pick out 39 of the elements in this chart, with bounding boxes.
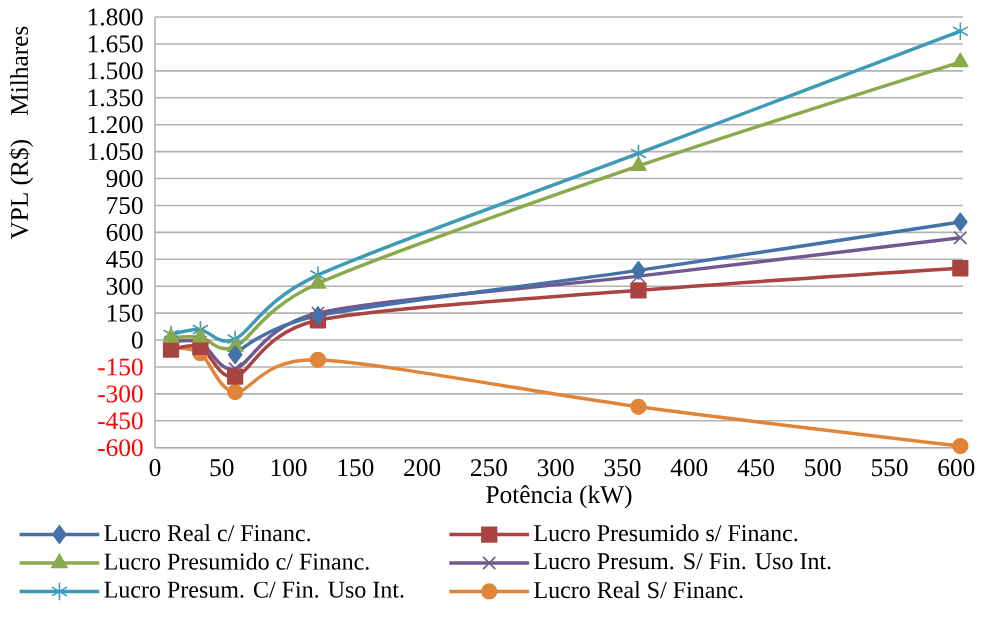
y-tick-label: 450 [106,250,143,268]
y-tick-label: -150 [98,358,143,376]
x-tick-label: 50 [210,459,234,477]
y-tick-label: 1.050 [88,143,143,161]
legend-label: Lucro Presum. C/ Fin. Uso Int. [104,581,404,598]
text: Milhares [10,26,29,116]
y-tick-label: 1.800 [88,8,143,26]
y-tick-label: -600 [98,439,143,457]
y-tick-label: 900 [106,169,143,188]
x-tick-label: 600 [938,459,975,477]
x-tick-label: 100 [271,459,307,477]
x-tick-label: 350 [604,459,641,477]
y-tick-label: 750 [107,196,143,214]
y-tick-label: -450 [98,412,143,430]
y-tick-label: 1.500 [88,62,143,80]
x-tick-label: 150 [338,459,374,477]
x-tick-label: 250 [471,459,507,477]
y-tick-label: 1.200 [88,116,143,134]
x-tick-label: 550 [872,459,908,477]
x-tick-label: 500 [805,459,841,477]
y-tick-label: 1.650 [88,35,143,53]
y-tick-label: 150 [107,304,143,322]
x-tick-label: 200 [404,459,441,477]
x-tick-label: 450 [737,459,775,477]
legend-label: Lucro Presumido s/ Financ. [534,524,798,542]
x-tick-label: 0 [149,459,161,477]
y-tick-label: 0 [131,331,143,349]
legend-label: Lucro Real c/ Financ. [104,524,311,542]
x-axis-title: Potência (kW) [486,485,632,509]
y-axis-title: VPL (R$) [9,140,34,240]
legend-label: Lucro Real S/ Financ. [534,581,743,599]
legend-label: Lucro Presum. S/ Fin. Uso Int. [534,553,831,570]
legend-label: Lucro Presumido c/ Financ. [104,552,369,570]
x-tick-label: 400 [670,459,708,477]
x-tick-label: 300 [537,459,574,477]
y-tick-label: 1.350 [88,89,143,107]
y-tick-label: 600 [106,223,143,241]
y-tick-label: -300 [98,385,143,403]
y-tick-label: 300 [106,277,143,295]
